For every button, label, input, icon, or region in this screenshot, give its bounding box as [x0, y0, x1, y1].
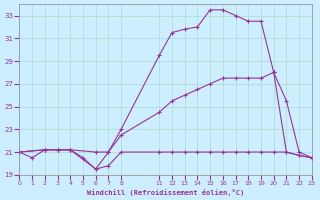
- X-axis label: Windchill (Refroidissement éolien,°C): Windchill (Refroidissement éolien,°C): [87, 189, 244, 196]
